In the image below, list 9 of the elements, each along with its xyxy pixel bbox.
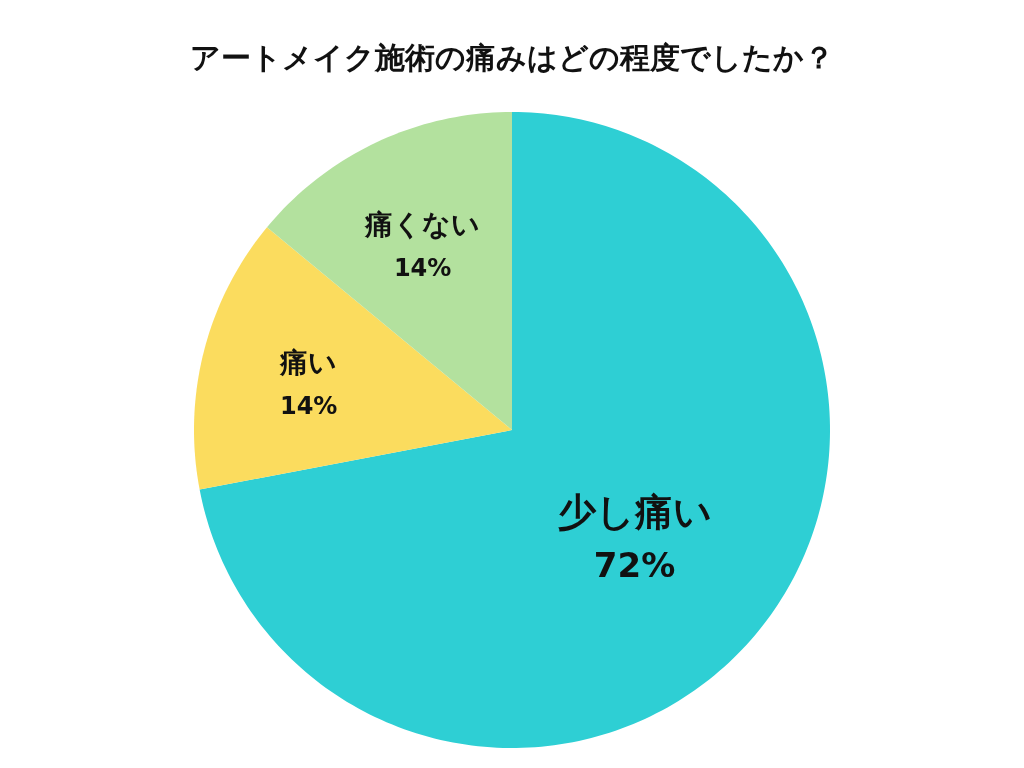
data-label: 72% — [593, 545, 676, 586]
data-label: 14% — [279, 391, 338, 420]
chart-title: アートメイク施術の痛みはどの程度でしたか？ — [190, 40, 834, 75]
slice-label: 少し痛い — [557, 490, 712, 535]
slice-label: 痛い — [279, 345, 338, 379]
slice-label: 痛くない — [364, 208, 481, 242]
data-label: 14% — [393, 254, 452, 283]
pie-slice — [199, 112, 830, 748]
pie-slice — [266, 112, 512, 430]
